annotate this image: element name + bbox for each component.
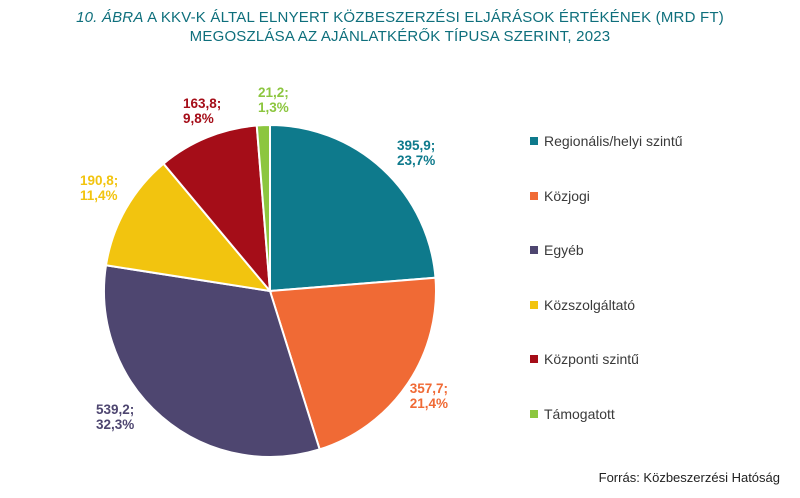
- legend-label: Egyéb: [544, 242, 584, 258]
- data-label-4: 190,8; 11,4%: [80, 173, 118, 203]
- legend-label: Közjogi: [544, 187, 590, 204]
- pie-slice-5: [162, 124, 272, 295]
- legend-swatch: [530, 300, 538, 309]
- figure-label: 10. ÁBRA: [76, 9, 144, 26]
- legend-swatch: [530, 137, 538, 145]
- data-label-6: 21,2; 1,3%: [258, 85, 289, 115]
- data-label-5: 163,8; 9,8%: [183, 96, 221, 126]
- title-line-1: 10. ÁBRA A KKV-K ÁLTAL ELNYERT KÖZBESZER…: [0, 8, 800, 27]
- legend-item-1: Regionális/helyi szintű: [530, 131, 683, 151]
- pie-slice-2: [268, 276, 437, 451]
- legend-swatch: [530, 191, 538, 200]
- pie-slice-1: [269, 123, 437, 293]
- legend-label: Közszolgáltató: [544, 296, 636, 313]
- chart-title: 10. ÁBRA A KKV-K ÁLTAL ELNYERT KÖZBESZER…: [0, 8, 800, 46]
- pie-slice-6: [255, 123, 271, 292]
- source-note: Forrás: Közbeszerzési Hatóság: [598, 470, 780, 485]
- legend-swatch: [530, 246, 538, 254]
- legend-item-2: Közjogi: [530, 186, 683, 206]
- legend-swatch: [530, 355, 538, 363]
- legend-item-3: Egyéb: [530, 240, 683, 260]
- legend-label: Regionális/helyi szintű: [544, 133, 683, 149]
- legend-label: Központi szintű: [544, 351, 639, 367]
- legend-item-6: Támogatott: [530, 404, 683, 424]
- legend-item-4: Közszolgáltató: [530, 295, 683, 315]
- chart-legend: Regionális/helyi szintű Közjogi Egyéb Közsz…: [530, 131, 683, 458]
- data-label-3: 539,2; 32,3%: [96, 402, 134, 432]
- title-line-2: MEGOSZLÁSA AZ AJÁNLATKÉRŐK TÍPUSA SZERIN…: [189, 28, 611, 45]
- pie-slice-3: [103, 264, 321, 458]
- data-label-1: 395,9; 23,7%: [397, 138, 435, 168]
- data-label-2: 357,7; 21,4%: [410, 381, 448, 411]
- legend-swatch: [530, 409, 538, 418]
- legend-label: Támogatott: [544, 405, 615, 422]
- pie-slice-4: [104, 162, 273, 293]
- title-text-1: A KKV-K ÁLTAL ELNYERT KÖZBESZERZÉSI ELJÁ…: [143, 9, 724, 26]
- legend-item-5: Központi szintű: [530, 349, 683, 369]
